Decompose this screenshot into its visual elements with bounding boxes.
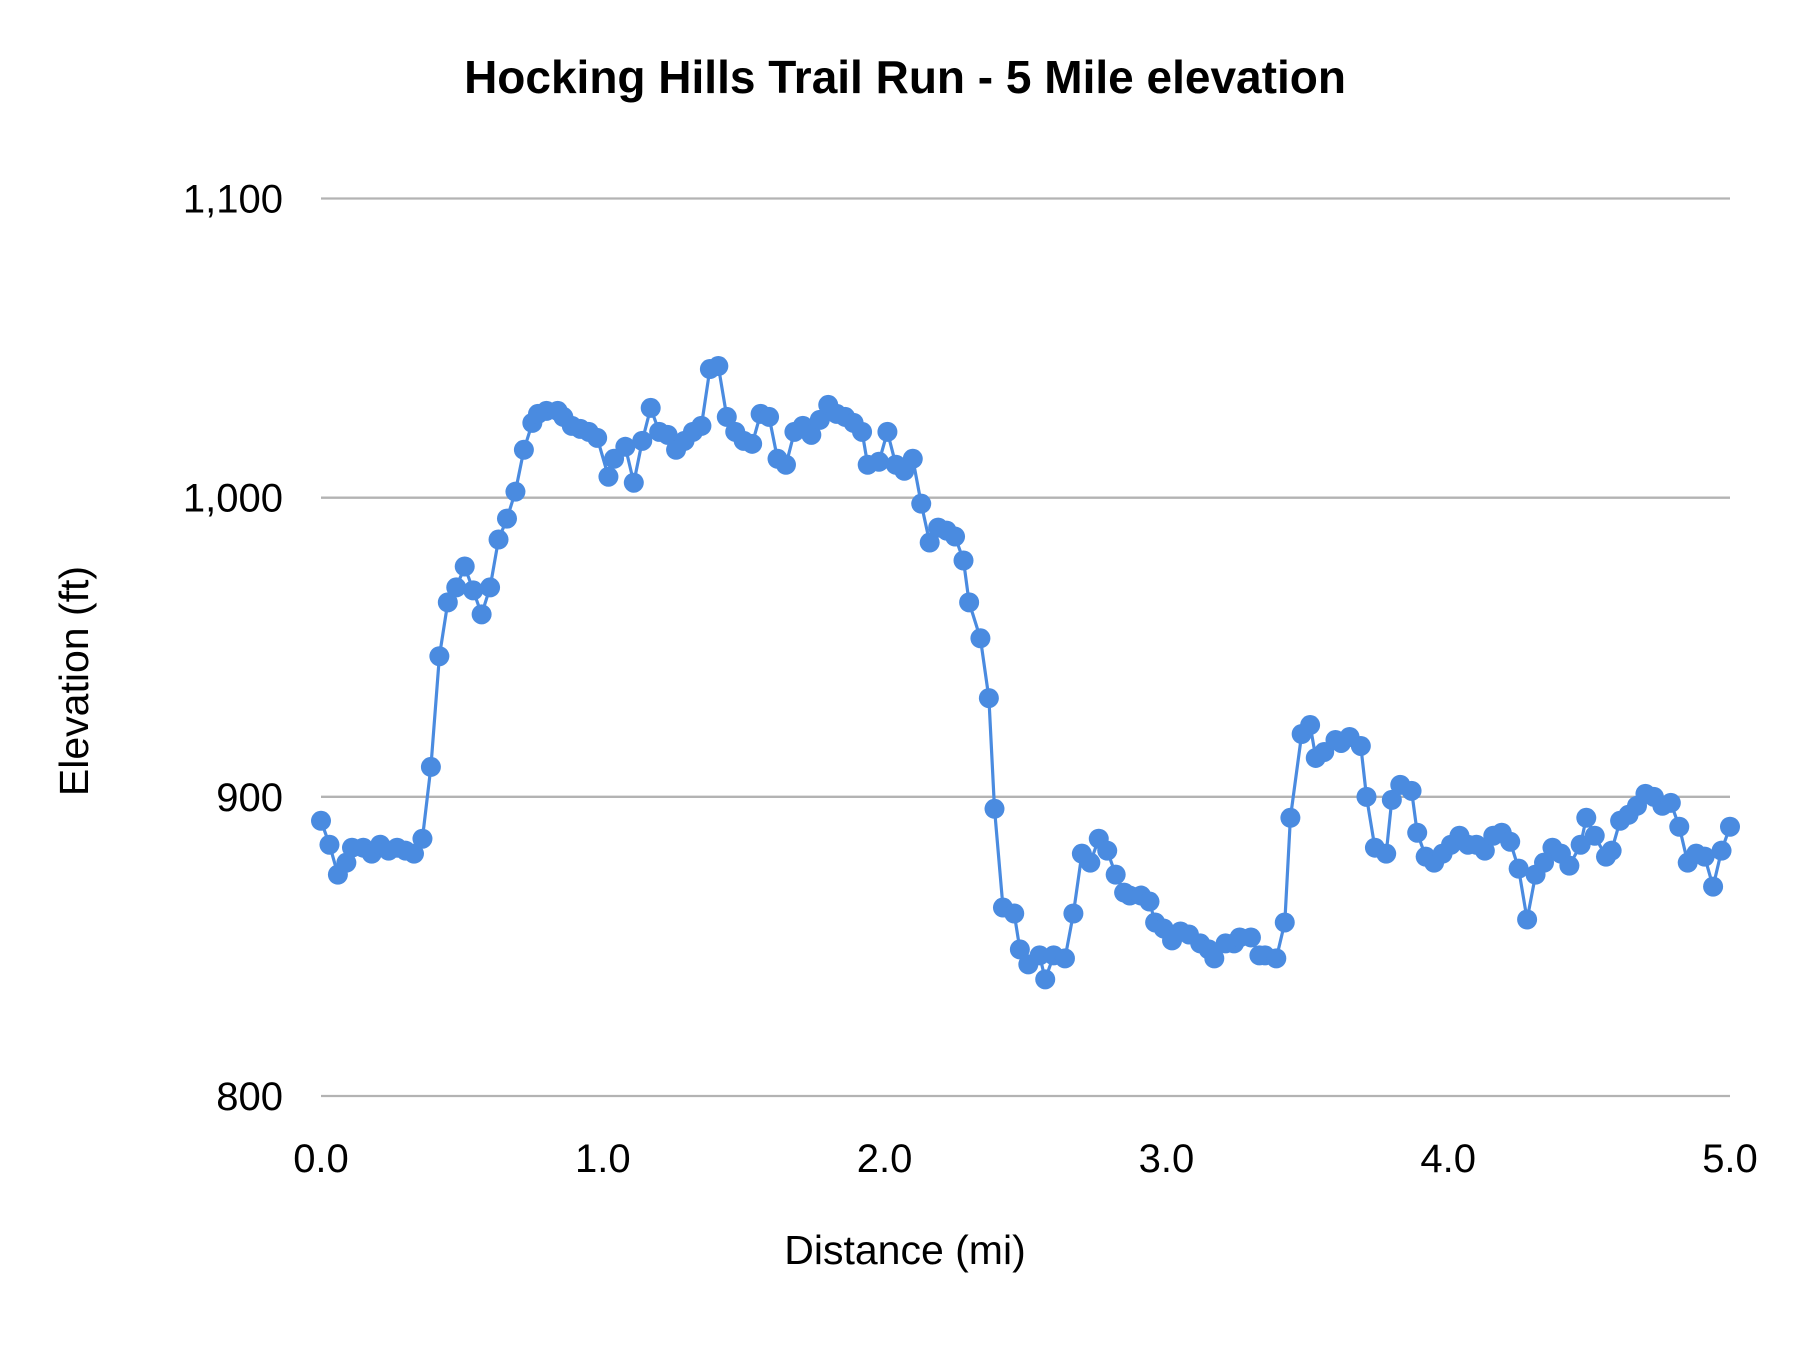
y-tick-label: 800 (216, 1075, 283, 1119)
data-point (505, 481, 526, 502)
y-tick-label: 900 (216, 776, 283, 820)
data-point (1720, 816, 1740, 837)
data-point (1703, 876, 1724, 897)
data-point (1280, 807, 1301, 828)
data-point (1097, 840, 1118, 861)
data-point (1584, 825, 1605, 846)
data-point (1660, 792, 1681, 813)
data-point (919, 532, 940, 553)
data-point (1401, 780, 1422, 801)
data-point (1004, 903, 1025, 924)
data-point (1474, 840, 1495, 861)
data-point (1356, 786, 1377, 807)
data-point (978, 688, 999, 709)
data-point (1035, 969, 1056, 990)
data-point (868, 451, 889, 472)
data-point (984, 798, 1005, 819)
data-point (488, 529, 509, 550)
data-point (632, 430, 653, 451)
x-tick-label: 1.0 (575, 1137, 631, 1181)
y-tick-label: 1,100 (183, 178, 283, 222)
y-axis-ticks: 800 900 1,000 1,100 (183, 178, 283, 1120)
data-point (1711, 840, 1732, 861)
data-point (708, 356, 729, 377)
data-point (809, 409, 830, 430)
data-point (1694, 846, 1715, 867)
y-tick-label: 1,000 (183, 477, 283, 521)
data-point (1407, 822, 1428, 843)
data-point (1376, 843, 1397, 864)
data-point (877, 421, 898, 442)
data-point (412, 828, 433, 849)
data-point (420, 756, 441, 777)
x-tick-label: 2.0 (857, 1137, 913, 1181)
x-axis-ticks: 0.0 1.0 2.0 3.0 4.0 5.0 (293, 1137, 1758, 1181)
data-point (1105, 864, 1126, 885)
data-point (1080, 852, 1101, 873)
series-elevation (311, 356, 1740, 990)
data-point (1009, 939, 1030, 960)
data-point (471, 604, 492, 625)
data-point (902, 448, 923, 469)
y-axis-label: Elevation (ft) (51, 566, 97, 796)
data-point (480, 577, 501, 598)
data-point (319, 834, 340, 855)
data-point (1300, 715, 1321, 736)
data-point (1669, 816, 1690, 837)
data-point (598, 466, 619, 487)
data-point (911, 493, 932, 514)
data-point (953, 550, 974, 571)
data-point (759, 406, 780, 427)
data-point (1559, 855, 1580, 876)
data-point (1054, 948, 1075, 969)
data-point (657, 424, 678, 445)
data-point (1500, 831, 1521, 852)
x-tick-label: 5.0 (1702, 1137, 1758, 1181)
data-point (959, 592, 980, 613)
data-point (1266, 948, 1287, 969)
data-point (437, 592, 458, 613)
data-point (775, 454, 796, 475)
data-point (1508, 858, 1529, 879)
x-axis-label: Distance (mi) (784, 1227, 1025, 1273)
data-point (852, 421, 873, 442)
data-point (1240, 927, 1261, 948)
data-point (403, 843, 424, 864)
data-point (463, 580, 484, 601)
series-line (319, 364, 1732, 981)
data-point (970, 628, 991, 649)
data-point (1204, 948, 1225, 969)
data-point (454, 556, 475, 577)
data-point (691, 415, 712, 436)
data-point (429, 646, 450, 667)
x-tick-label: 3.0 (1139, 1137, 1195, 1181)
data-point (945, 526, 966, 547)
data-point (615, 436, 636, 457)
data-point (1576, 807, 1597, 828)
data-point (587, 427, 608, 448)
data-point (513, 439, 534, 460)
gridlines (321, 197, 1730, 1098)
x-tick-label: 0.0 (293, 1137, 349, 1181)
data-point (801, 424, 822, 445)
data-point (1139, 891, 1160, 912)
data-point (496, 508, 517, 529)
data-point (1517, 909, 1538, 930)
x-tick-label: 4.0 (1420, 1137, 1476, 1181)
data-point (623, 472, 644, 493)
chart-title: Hocking Hills Trail Run - 5 Mile elevati… (464, 51, 1346, 103)
data-point (311, 810, 331, 831)
data-point (1534, 852, 1555, 873)
data-point (1350, 735, 1371, 756)
data-point (1601, 840, 1622, 861)
data-point (1029, 945, 1050, 966)
data-point (742, 433, 763, 454)
data-point (1381, 789, 1402, 810)
data-point (1274, 912, 1295, 933)
data-point (446, 577, 467, 598)
data-point (716, 406, 737, 427)
data-point (1063, 903, 1084, 924)
data-point (640, 397, 661, 418)
